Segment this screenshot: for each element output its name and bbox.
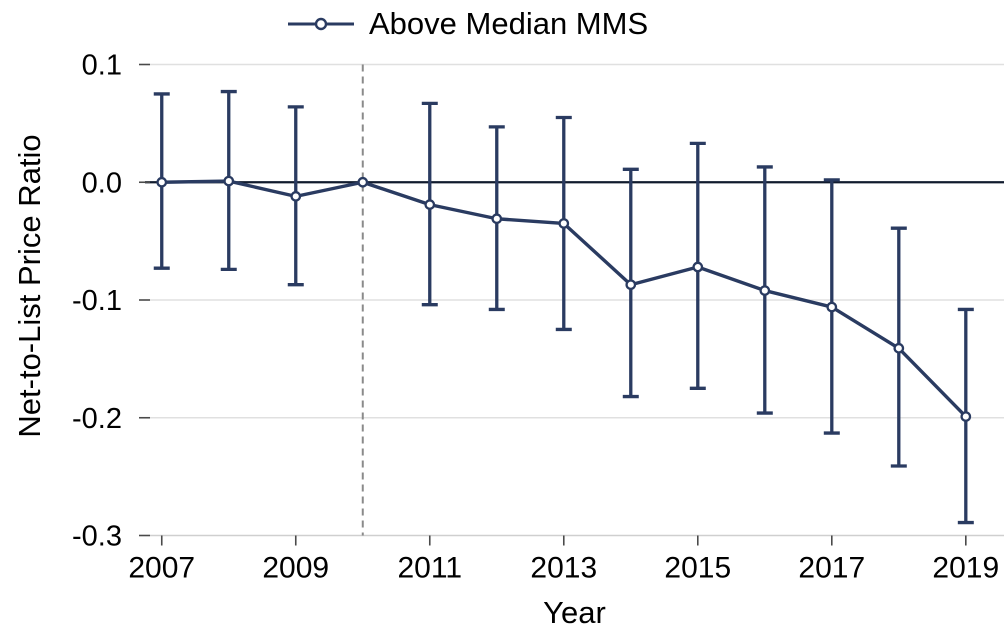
legend: Above Median MMS <box>286 8 648 39</box>
data-point-marker <box>759 285 771 296</box>
y-tick-label: 0.0 <box>82 167 122 199</box>
data-point-marker <box>625 279 637 291</box>
y-tick-label: -0.1 <box>72 285 122 317</box>
data-point-marker <box>290 191 302 202</box>
data-point-marker <box>491 213 503 225</box>
legend-label: Above Median MMS <box>369 6 649 41</box>
data-point-marker <box>893 342 905 354</box>
x-tick-label: 2011 <box>398 552 463 585</box>
y-tick-label: 0.1 <box>82 50 122 82</box>
data-point-marker <box>826 301 838 313</box>
x-tick-label: 2007 <box>128 552 195 585</box>
data-point-marker <box>357 176 369 188</box>
y-tick-label: -0.3 <box>72 521 122 553</box>
data-point-marker <box>424 199 436 210</box>
x-tick-label: 2015 <box>664 552 731 585</box>
data-point-marker <box>558 218 570 229</box>
data-point-marker <box>156 176 168 188</box>
x-tick-label: 2009 <box>262 552 329 585</box>
x-tick-label: 2017 <box>798 552 865 585</box>
y-axis-title: Net-to-List Price Ratio <box>12 134 47 438</box>
y-tick-label: -0.2 <box>72 403 122 435</box>
x-tick-label: 2013 <box>530 552 597 585</box>
data-point-marker <box>223 175 235 187</box>
data-point-marker <box>692 261 704 273</box>
data-point-marker <box>960 411 972 422</box>
x-tick-label: 2019 <box>932 552 999 585</box>
legend-line-marker-icon <box>288 17 354 30</box>
x-axis-title: Year <box>543 595 606 630</box>
